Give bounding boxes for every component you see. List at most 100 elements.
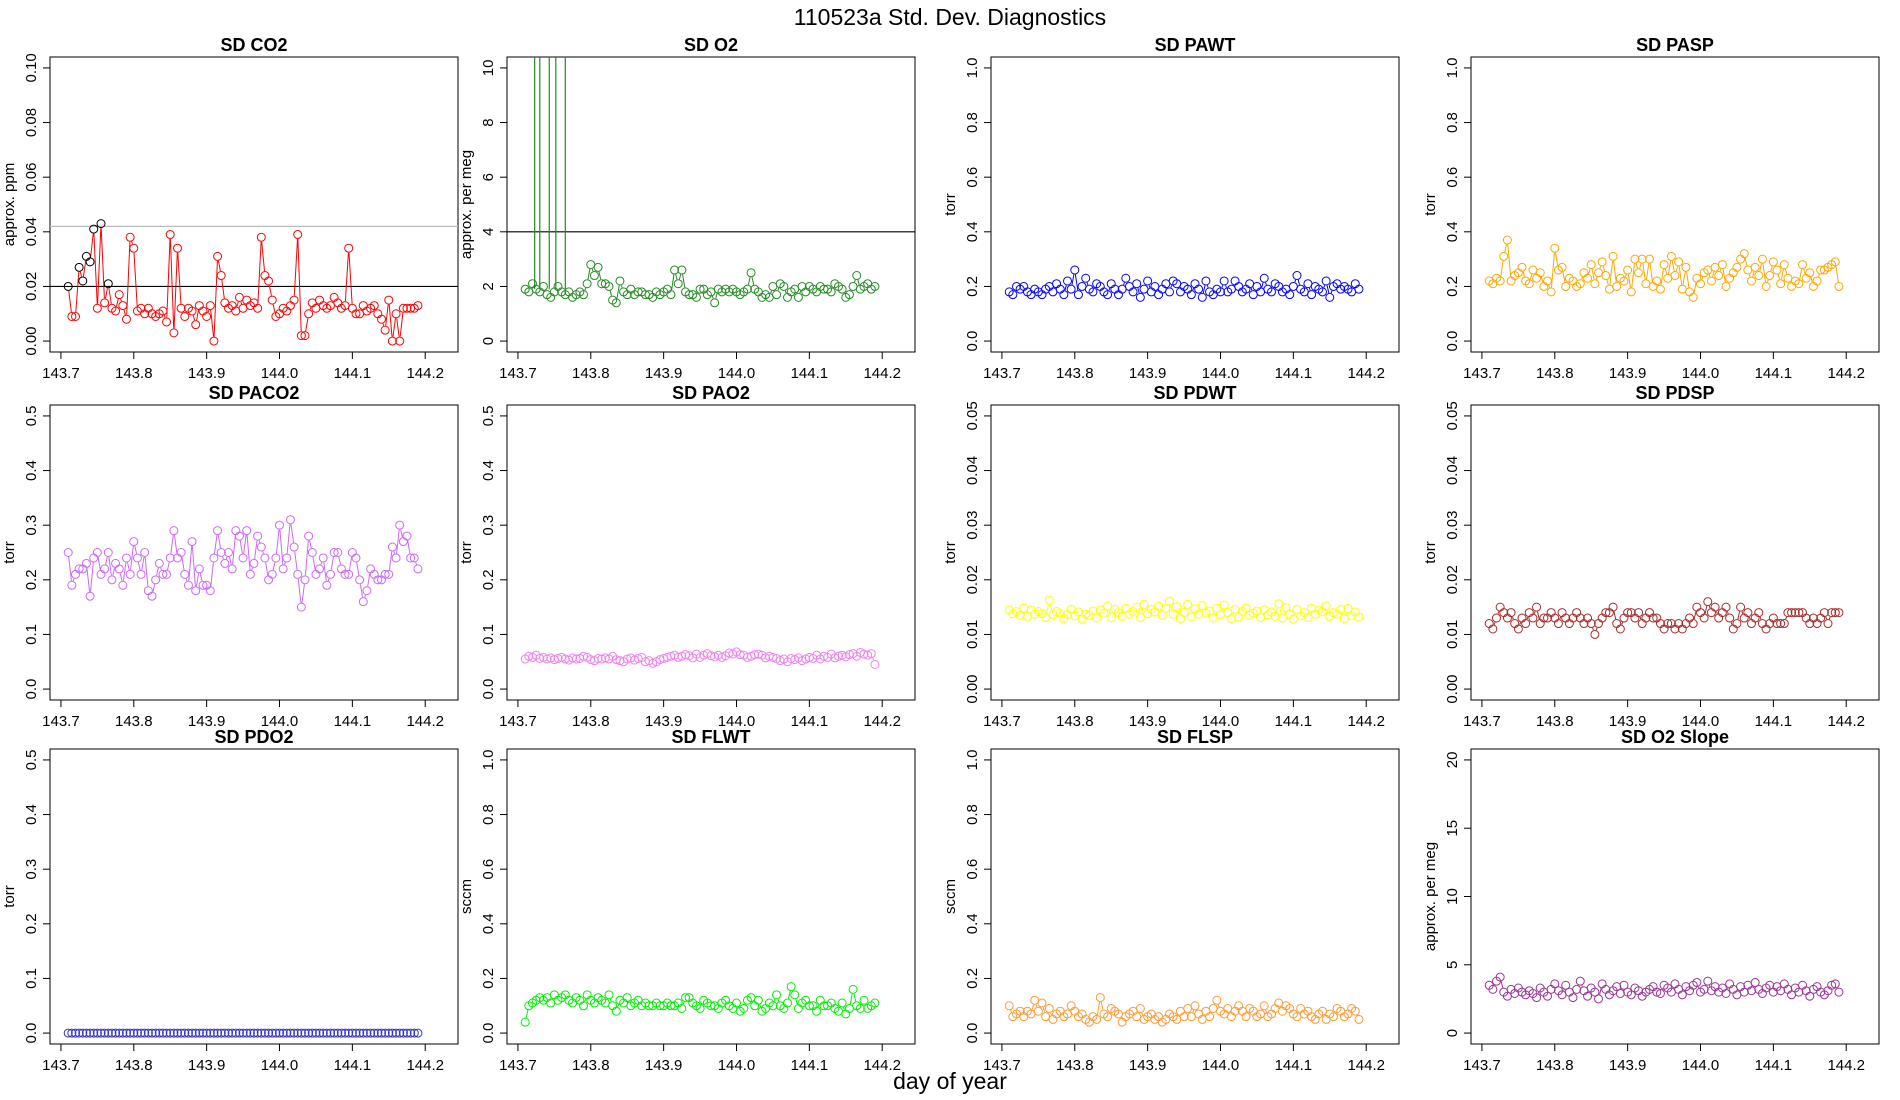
- x-tick-label: 143.7: [42, 365, 80, 382]
- y-tick-label: 1.0: [964, 57, 981, 78]
- data-point: [1794, 987, 1804, 997]
- data-point: [753, 649, 763, 659]
- data-point: [1572, 608, 1582, 618]
- data-point: [336, 1028, 346, 1038]
- data-point: [285, 1028, 295, 1038]
- data-point: [187, 1028, 197, 1038]
- data-point: [695, 284, 705, 294]
- data-point: [213, 251, 223, 261]
- data-point: [1805, 991, 1815, 1001]
- data-point: [1510, 619, 1520, 629]
- y-tick-label: 0: [480, 337, 497, 345]
- data-point: [1772, 265, 1782, 275]
- data-point: [1706, 276, 1716, 286]
- data-point: [227, 1028, 237, 1038]
- data-point: [293, 230, 303, 240]
- data-point: [753, 995, 763, 1005]
- data-point: [1725, 613, 1735, 623]
- data-point: [837, 998, 847, 1008]
- y-tick-label: 0.5: [23, 749, 40, 770]
- data-point: [1535, 619, 1545, 629]
- data-point: [355, 575, 365, 585]
- data-point: [1619, 980, 1629, 990]
- x-tick-label: 144.1: [1275, 1057, 1313, 1074]
- data-point: [1597, 613, 1607, 623]
- data-point: [1568, 993, 1578, 1003]
- data-point: [841, 1009, 851, 1019]
- x-tick-label: 144.2: [863, 365, 901, 382]
- y-tick-label: 0.00: [964, 674, 981, 703]
- x-tick-label: 143.7: [42, 713, 80, 730]
- y-axis-label: approx. per meg: [458, 150, 475, 259]
- data-point: [253, 1028, 263, 1038]
- plot-frame: [506, 404, 916, 701]
- data-point: [677, 1003, 687, 1013]
- data-point: [1499, 251, 1509, 261]
- data-point: [180, 1028, 190, 1038]
- data-point: [1354, 612, 1364, 622]
- plot-area: [63, 1028, 423, 1038]
- x-tick-label: 143.8: [1056, 365, 1094, 382]
- data-point: [100, 298, 110, 308]
- data-point: [1703, 976, 1713, 986]
- data-point: [1834, 608, 1844, 618]
- data-point: [300, 1028, 310, 1038]
- data-point: [1128, 287, 1138, 297]
- data-point: [1303, 613, 1313, 623]
- data-point: [786, 982, 796, 992]
- data-point: [111, 1028, 121, 1038]
- y-tick-label: 0.1: [23, 624, 40, 645]
- data-point: [158, 1028, 168, 1038]
- data-point: [579, 1001, 588, 1011]
- data-point: [793, 1003, 803, 1013]
- data-point: [1488, 984, 1498, 994]
- data-point: [260, 1028, 270, 1038]
- data-point: [1201, 276, 1211, 286]
- data-point: [107, 1028, 117, 1038]
- data-point: [296, 1028, 306, 1038]
- data-point: [608, 1001, 618, 1011]
- y-tick-label: 0.8: [1444, 112, 1461, 133]
- y-tick-label: 0.5: [23, 405, 40, 426]
- panel-title: SD PACO2: [209, 383, 300, 403]
- data-point: [205, 301, 215, 311]
- y-tick-label: 0.6: [964, 859, 981, 880]
- data-point: [1819, 608, 1829, 618]
- data-point: [278, 1028, 288, 1038]
- data-point: [1354, 284, 1364, 294]
- data-point: [395, 1028, 405, 1038]
- data-point: [103, 1028, 113, 1038]
- panel-1: SD CO2 approx. ppm 0.00 0.02 0.04 0.06 0.08 0.1…: [1, 35, 459, 382]
- data-point: [1186, 290, 1196, 300]
- data-point: [1539, 281, 1549, 291]
- data-point: [1546, 984, 1556, 994]
- data-point: [1721, 988, 1731, 998]
- data-point: [340, 569, 350, 579]
- data-point: [1659, 260, 1669, 270]
- y-tick-label: 0.4: [23, 804, 40, 825]
- series-line: [525, 990, 857, 1018]
- panel-title: SD PDSP: [1635, 383, 1714, 403]
- data-point: [336, 564, 346, 574]
- data-point: [1572, 984, 1582, 994]
- data-point: [282, 553, 292, 563]
- data-point: [406, 553, 416, 563]
- data-point: [1779, 979, 1789, 989]
- data-point: [275, 520, 284, 530]
- data-point: [271, 1028, 281, 1038]
- x-tick-label: 143.7: [1463, 1057, 1501, 1074]
- x-tick-label: 143.7: [499, 365, 537, 382]
- plot-area: [1484, 597, 1844, 639]
- data-point: [278, 564, 288, 574]
- data-point: [1194, 284, 1204, 294]
- data-point: [1328, 1012, 1338, 1022]
- x-tick-label: 144.1: [334, 1057, 372, 1074]
- data-point: [216, 548, 226, 557]
- data-point: [1696, 279, 1705, 289]
- data-point: [413, 564, 423, 574]
- x-tick-label: 144.0: [718, 365, 756, 382]
- data-point: [1285, 290, 1295, 300]
- data-point: [1234, 612, 1244, 622]
- data-point: [1779, 619, 1789, 629]
- data-point: [1612, 982, 1622, 992]
